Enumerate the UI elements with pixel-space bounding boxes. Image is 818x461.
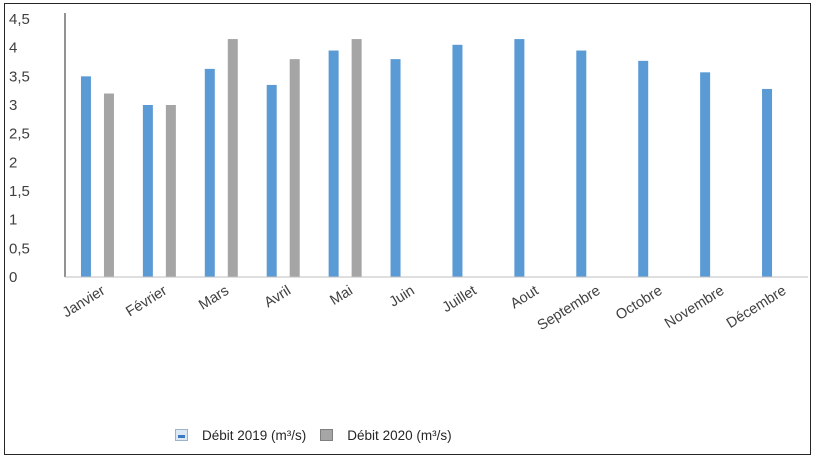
bar-2019-11 bbox=[762, 88, 773, 278]
legend-swatch-2020 bbox=[320, 429, 334, 441]
legend-item-2019: Débit 2019 (m³/s) bbox=[175, 428, 306, 443]
y-tick-label: 3,5 bbox=[9, 68, 30, 85]
bar-2020-0 bbox=[103, 93, 114, 278]
x-axis: Janvier Février Mars Avril Mai Juin Juillet Aou… bbox=[60, 276, 808, 334]
bar-2020-1 bbox=[165, 105, 176, 277]
x-tick-label: Mars bbox=[196, 283, 232, 314]
bar-2019-7 bbox=[514, 39, 525, 277]
x-tick-label: Juin bbox=[387, 283, 418, 311]
bar-2019-4 bbox=[328, 50, 339, 278]
bar-2020-4 bbox=[351, 39, 362, 277]
legend-swatch-2019 bbox=[175, 429, 188, 441]
x-tick-label: Décembre bbox=[724, 283, 789, 332]
bar-2019-5 bbox=[390, 59, 401, 278]
bar-2019-8 bbox=[576, 50, 587, 278]
x-tick-label: Janvier bbox=[60, 283, 108, 321]
y-tick-label: 4 bbox=[9, 40, 17, 57]
x-tick-label: Novembre bbox=[662, 283, 727, 332]
bar-2019-2 bbox=[204, 68, 215, 277]
x-tick-label: Juillet bbox=[440, 283, 480, 316]
chart-frame bbox=[4, 3, 811, 455]
x-tick-label: Septembre bbox=[535, 283, 604, 334]
y-axis: 0 0,5 1 1,5 2 2,5 3 3,5 4 4,5 bbox=[9, 11, 66, 286]
x-tick-label: Février bbox=[123, 283, 170, 321]
bar-2019-10 bbox=[700, 72, 711, 277]
y-tick-label: 4,5 bbox=[9, 11, 30, 28]
legend-item-2020: Débit 2020 (m³/s) bbox=[320, 427, 452, 443]
y-tick-label: 0,5 bbox=[9, 240, 30, 257]
bar-2020-2 bbox=[227, 39, 238, 277]
bar-2019-1 bbox=[142, 105, 153, 277]
y-tick-label: 3 bbox=[9, 97, 17, 114]
y-tick-label: 2,5 bbox=[9, 126, 30, 143]
y-tick-label: 0 bbox=[9, 269, 17, 286]
bar-2019-9 bbox=[638, 60, 649, 277]
bar-2019-0 bbox=[80, 76, 91, 277]
x-tick-label: Octobre bbox=[613, 283, 665, 324]
bar-2019-6 bbox=[452, 44, 463, 277]
y-tick-label: 1,5 bbox=[9, 183, 30, 200]
x-tick-label: Aout bbox=[508, 283, 542, 312]
x-tick-label: Mai bbox=[327, 283, 355, 309]
bar-2020-3 bbox=[289, 59, 300, 278]
x-tick-label: Avril bbox=[262, 283, 294, 311]
y-tick-label: 2 bbox=[9, 154, 17, 171]
bars bbox=[80, 39, 773, 278]
legend: Débit 2019 (m³/s) Débit 2020 (m³/s) bbox=[175, 425, 466, 445]
legend-label-2020: Débit 2020 (m³/s) bbox=[347, 427, 452, 443]
bar-2019-3 bbox=[266, 84, 277, 277]
legend-label-2019: Débit 2019 (m³/s) bbox=[202, 427, 307, 443]
y-tick-label: 1 bbox=[9, 212, 17, 229]
